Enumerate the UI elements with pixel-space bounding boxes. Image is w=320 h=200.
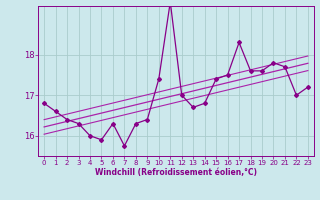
X-axis label: Windchill (Refroidissement éolien,°C): Windchill (Refroidissement éolien,°C)	[95, 168, 257, 177]
